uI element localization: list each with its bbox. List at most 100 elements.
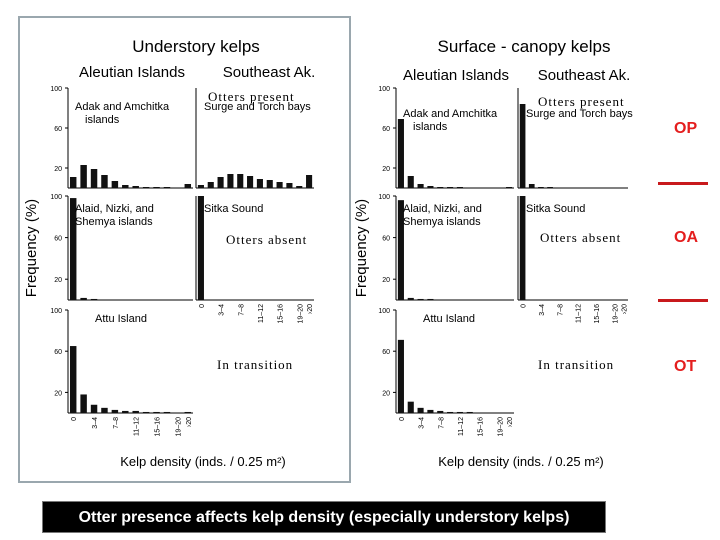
- canopy-panel-aleutian-present-bar-4: [437, 187, 444, 188]
- understory-panel-aleutian-transition-bar-4: [111, 409, 119, 413]
- canopy-y-axis-title: Frequency (%): [353, 199, 370, 297]
- understory-panel-aleutian-transition-bar-9: [163, 411, 171, 413]
- canopy-panel-aleutian-absent-bar-3: [427, 298, 434, 300]
- understory-panel-aleutian-transition-bar-2: [90, 404, 98, 413]
- canopy-panel-aleutian-present-bar-1: [407, 176, 414, 188]
- canopy-aleutian-xtick-4: 15–16: [478, 417, 485, 437]
- canopy-panel-southeast-absent-bar-0: [519, 196, 526, 300]
- understory-panel-aleutian-transition-bar-11: [184, 411, 192, 413]
- canopy-panel-aleutian-transition-bar-3: [427, 409, 434, 413]
- understory-note-transition: In transition: [217, 357, 293, 372]
- canopy-aleutian-xtick-2: 7–8: [438, 417, 445, 429]
- canopy-panel-southeast-present-bar-1: [528, 184, 535, 188]
- separator-bottom: [658, 299, 708, 302]
- understory-panel-southeast-absent-label: Sitka Sound: [204, 203, 263, 215]
- understory-note-present: Otters present: [208, 89, 295, 104]
- canopy-panel-aleutian-transition-bar-5: [447, 411, 454, 413]
- understory-panel-southeast-present-bar-0: [197, 185, 204, 188]
- understory-panel-aleutian-present-bar-2: [90, 169, 98, 188]
- canopy-southeast-xtick-3: 11–12: [576, 304, 583, 323]
- understory-panel-aleutian-absent-bar-1: [80, 297, 87, 300]
- understory-panel-aleutian-present-bar-9: [163, 187, 171, 188]
- understory-panel-aleutian-present-bar-11: [184, 184, 192, 188]
- understory-southeast-xtick-5: 19–20: [297, 304, 304, 324]
- understory-southeast-xtick-2: 7–8: [238, 304, 245, 316]
- understory-panel-aleutian-transition-bar-0: [69, 346, 77, 413]
- canopy-southeast-xtick-2: 7–8: [557, 304, 564, 316]
- canopy-panel-aleutian-present-bar-3: [427, 186, 434, 188]
- understory-panel-aleutian-present-bar-8: [153, 187, 160, 188]
- understory-panel-aleutian-absent-ytick-label-60: 60: [54, 236, 62, 243]
- understory-panel-southeast-present-bar-10: [296, 186, 303, 188]
- canopy-southeast-xtick-1: 3–4: [539, 304, 546, 316]
- canopy-panel-aleutian-transition-ytick-label-100: 100: [378, 308, 390, 315]
- understory-col-aleutian: Aleutian Islands: [79, 64, 185, 81]
- understory-panel-aleutian-transition-bar-8: [153, 411, 160, 413]
- understory-panel-southeast-present-label: Surge and Torch bays: [204, 101, 311, 113]
- understory-note-absent: Otters absent: [226, 232, 307, 247]
- understory-panel-aleutian-absent-ytick-label-20: 20: [54, 277, 62, 284]
- caption-banner: Otter presence affects kelp density (esp…: [42, 501, 606, 533]
- canopy-panel-aleutian-absent-label: Alaid, Nizki, and Shemya islands: [403, 203, 482, 228]
- canopy-panel-southeast-present-label: Surge and Torch bays: [526, 108, 633, 120]
- understory-panel-southeast-present-bar-1: [207, 182, 214, 188]
- canopy-note-transition: In transition: [538, 357, 614, 372]
- understory-panel-aleutian-present-bar-3: [101, 175, 108, 188]
- understory-panel-southeast-present-bar-11: [306, 175, 313, 188]
- canopy-panel-aleutian-present-label: Adak and Amchitka islands: [403, 108, 498, 133]
- understory-panel-aleutian-absent-bar-0: [69, 198, 77, 300]
- canopy-panel-aleutian-transition-bar-4: [437, 410, 444, 413]
- understory-southeast-xtick-4: 15–16: [278, 304, 285, 324]
- canopy-panel-aleutian-transition-bar-6: [456, 411, 463, 413]
- canopy-title: Surface - canopy kelps: [438, 37, 611, 56]
- canopy-panel-southeast-present-bar-0: [519, 104, 526, 188]
- understory-panel-southeast-present-bar-7: [266, 180, 273, 188]
- canopy-aleutian-xtick-0: 0: [399, 417, 406, 421]
- tag-otters-absent: OA: [674, 229, 698, 246]
- understory-panel-aleutian-transition-ytick-label-100: 100: [50, 308, 62, 315]
- understory-panel-aleutian-transition-bar-7: [142, 411, 150, 413]
- canopy-aleutian-xtick-3: 11–12: [458, 417, 465, 436]
- understory-panel-aleutian-transition-bar-6: [132, 410, 139, 413]
- understory-panel-southeast-present-bar-5: [247, 176, 254, 188]
- canopy-panel-aleutian-present-bar-2: [417, 184, 424, 188]
- understory-panel-southeast-absent-bar-0: [197, 196, 204, 300]
- understory-aleutian-xtick-2: 7–8: [113, 417, 120, 429]
- understory-aleutian-xtick-6: ›20: [186, 417, 193, 427]
- canopy-panel-aleutian-present-ytick-label-100: 100: [378, 86, 390, 93]
- understory-y-axis-title: Frequency (%): [23, 199, 40, 297]
- understory-panel-aleutian-present-bar-5: [122, 185, 129, 188]
- understory-panel-aleutian-present-ytick-label-100: 100: [50, 86, 62, 93]
- understory-panel-aleutian-present-ytick-label-60: 60: [54, 126, 62, 133]
- canopy-aleutian-xtick-6: ›20: [507, 417, 514, 427]
- canopy-southeast-xtick-5: 19–20: [612, 304, 619, 324]
- understory-panel-aleutian-transition-label: Attu Island: [95, 313, 147, 325]
- canopy-panel-aleutian-present-bar-0: [397, 119, 404, 188]
- tag-in-transition: OT: [674, 358, 697, 375]
- understory-panel-southeast-present-bar-3: [227, 174, 234, 188]
- canopy-panel-southeast-present-bar-2: [538, 187, 544, 188]
- canopy-col-aleutian: Aleutian Islands: [403, 67, 509, 84]
- understory-panel-aleutian-transition-bar-3: [101, 407, 108, 413]
- canopy-aleutian-xtick-1: 3–4: [419, 417, 426, 429]
- canopy-note-absent: Otters absent: [540, 230, 621, 245]
- understory-aleutian-xtick-0: 0: [71, 417, 78, 421]
- canopy-panel-aleutian-absent-bar-1: [407, 297, 414, 300]
- canopy-panel-southeast-absent-label: Sitka Sound: [526, 203, 585, 215]
- canopy-panel-aleutian-absent-ytick-label-60: 60: [382, 236, 390, 243]
- canopy-southeast-xtick-4: 15–16: [594, 304, 601, 324]
- understory-panel-aleutian-absent-bar-2: [90, 298, 98, 300]
- canopy-note-present: Otters present: [538, 94, 625, 109]
- understory-panel-aleutian-transition-bar-1: [80, 394, 87, 413]
- understory-panel-southeast-present-bar-2: [217, 177, 224, 188]
- canopy-panel-aleutian-present-ytick-label-20: 20: [382, 166, 390, 173]
- canopy-panel-aleutian-present-bar-11: [506, 187, 513, 188]
- canopy-southeast-xtick-0: 0: [521, 304, 528, 308]
- understory-col-southeast: Southeast Ak.: [223, 64, 316, 81]
- separator-top: [658, 182, 708, 185]
- canopy-panel-southeast-present-bar-3: [547, 187, 553, 188]
- tag-otters-present: OP: [674, 120, 698, 137]
- understory-panel-aleutian-transition-ytick-label-60: 60: [54, 349, 62, 356]
- understory-panel-aleutian-present-bar-1: [80, 165, 87, 188]
